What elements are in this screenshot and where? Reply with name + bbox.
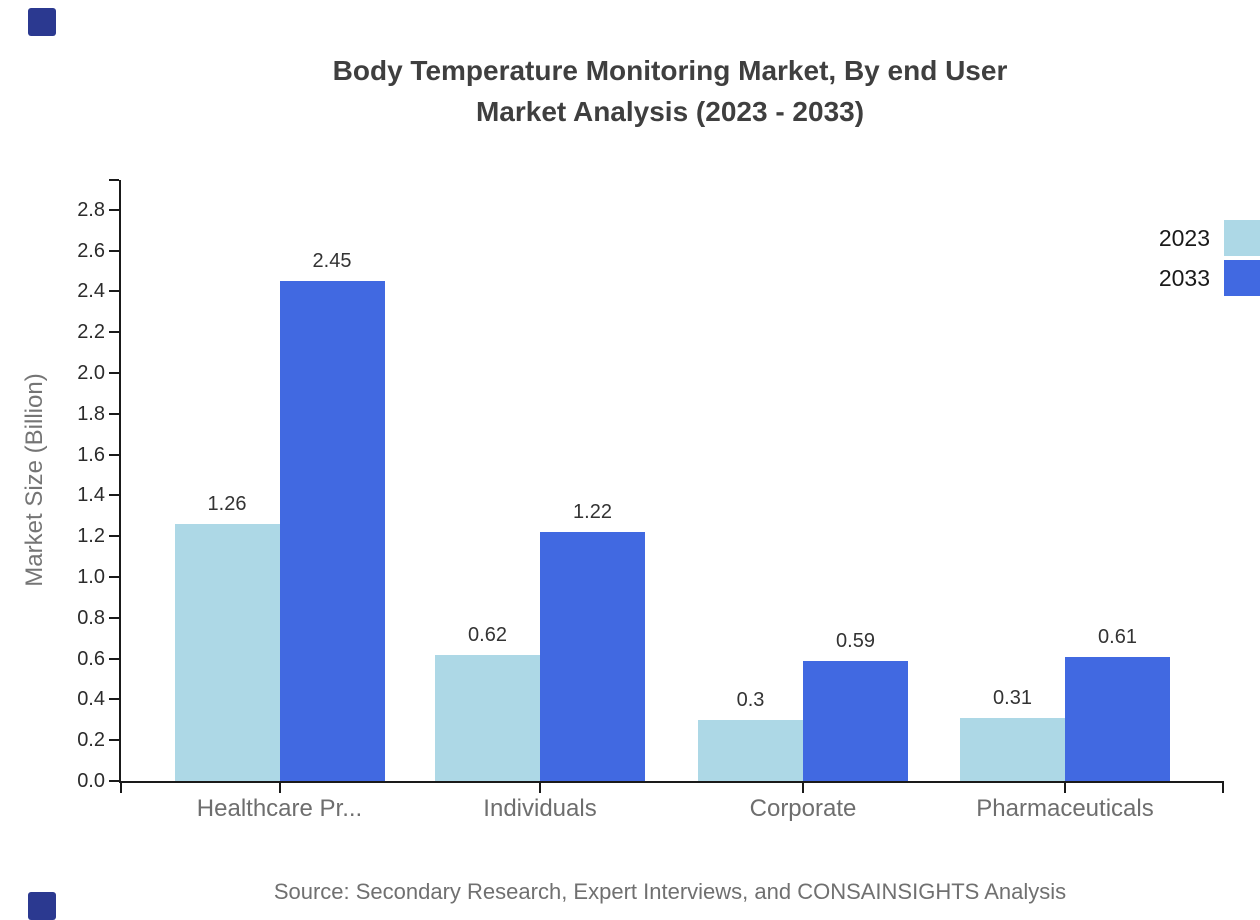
- bar-value-label: 2.45: [312, 250, 352, 273]
- y-tick-label: 0.8: [77, 606, 105, 629]
- bar-value-label: 0.59: [836, 629, 875, 652]
- chart-title-line2: Market Analysis (2023 - 2033): [475, 96, 865, 127]
- bar-2023-3: [960, 717, 1065, 781]
- legend-item-2023: 2023: [1159, 218, 1260, 258]
- y-tick-label: 0.0: [77, 770, 105, 792]
- legend: 2023 2033: [1159, 218, 1260, 298]
- y-tick-label: 2.6: [77, 239, 105, 262]
- y-tick: [109, 453, 119, 456]
- y-tick: [109, 249, 119, 252]
- brand-square-top-left: [28, 8, 56, 36]
- y-tick-label: 0.4: [77, 688, 105, 711]
- legend-label-2033: 2033: [1158, 264, 1210, 291]
- y-tick: [109, 208, 119, 211]
- y-tick-label: 0.2: [77, 729, 105, 752]
- bar-2033-3: [1065, 656, 1170, 781]
- x-axis-start-tick: [120, 783, 122, 793]
- bar-2023-0: [174, 523, 280, 781]
- legend-item-2033: 2033: [1159, 258, 1260, 298]
- y-tick: [109, 657, 119, 660]
- chart-title-line1: Body Temperature Monitoring Market, By e…: [332, 55, 1008, 86]
- legend-swatch-2033: [1224, 260, 1260, 296]
- bar-value-label: 0.3: [736, 688, 765, 711]
- chart-title: Body Temperature Monitoring Market, By e…: [80, 50, 1260, 132]
- y-tick-label: 1.2: [77, 525, 105, 548]
- y-tick: [109, 698, 119, 701]
- y-tick: [109, 739, 119, 742]
- y-tick-label: 2.2: [77, 321, 105, 344]
- bar-value-label: 0.62: [468, 623, 507, 646]
- x-tick: [802, 783, 804, 793]
- plot-area: 0.0 0.2 0.4 0.6 0.8 1.0 1.2 1.4 1.6 1.8 2.0 2.2 2.4 2…: [77, 179, 1224, 822]
- x-category-label: Corporate: [749, 795, 857, 822]
- legend-swatch-2023: [1224, 220, 1260, 256]
- y-axis-end-tick: [109, 179, 119, 181]
- bar-2023-1: [435, 654, 540, 781]
- bar-2033-2: [803, 660, 908, 781]
- y-tick: [109, 780, 119, 782]
- bar-value-label: 0.31: [993, 686, 1032, 709]
- y-tick: [109, 372, 119, 374]
- y-tick-label: 2.8: [77, 198, 105, 221]
- y-tick-label: 0.6: [77, 647, 105, 670]
- y-tick: [109, 412, 119, 415]
- bar-value-label: 0.61: [1098, 625, 1137, 648]
- source-attribution: Source: Secondary Research, Expert Inter…: [273, 879, 1067, 904]
- bar-2033-1: [540, 532, 645, 781]
- y-tick: [109, 331, 119, 334]
- y-tick-label: 1.4: [77, 484, 105, 507]
- y-tick: [109, 616, 119, 619]
- y-tick: [109, 535, 119, 538]
- x-tick: [1064, 783, 1066, 793]
- bar-value-label: 1.26: [207, 492, 247, 515]
- bar-value-label: 1.22: [573, 501, 612, 524]
- x-category-label: Healthcare Pr...: [196, 795, 363, 822]
- y-tick-label: 2.0: [77, 362, 105, 384]
- y-tick: [109, 494, 119, 497]
- x-category-label: Individuals: [483, 795, 597, 822]
- y-tick-label: 2.4: [77, 280, 105, 303]
- x-tick: [278, 783, 281, 793]
- x-tick: [539, 783, 541, 793]
- x-category-label: Pharmaceuticals: [976, 795, 1154, 822]
- legend-label-2023: 2023: [1158, 224, 1210, 251]
- y-axis-title: Market Size (Billion): [21, 373, 48, 587]
- y-tick-label: 1.0: [77, 566, 105, 588]
- brand-square-bottom-left: [28, 892, 56, 920]
- x-axis-end-tick: [1222, 783, 1224, 793]
- y-tick-label: 1.6: [77, 443, 105, 466]
- y-tick: [109, 576, 119, 578]
- bar-2033-0: [279, 281, 385, 781]
- y-tick: [109, 290, 119, 293]
- y-tick-label: 1.8: [77, 402, 105, 425]
- bar-2023-2: [698, 719, 803, 781]
